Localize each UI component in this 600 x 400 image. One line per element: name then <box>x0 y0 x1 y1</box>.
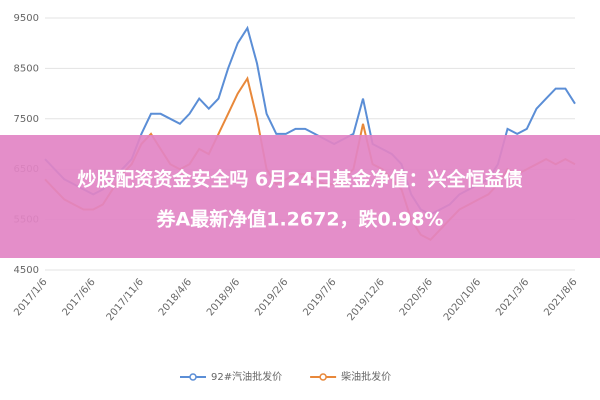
y-tick-label: 7500 <box>14 114 39 125</box>
legend-label: 柴油批发价 <box>341 370 391 383</box>
y-tick-label: 9500 <box>14 13 39 24</box>
x-tick-label: 2018/9/6 <box>205 277 242 318</box>
x-tick-label: 2018/4/6 <box>157 277 194 318</box>
legend-item: 柴油批发价 <box>310 370 391 383</box>
legend-marker <box>319 373 327 381</box>
x-tick-label: 2020/10/6 <box>442 277 483 323</box>
y-tick-label: 4500 <box>14 265 39 276</box>
y-tick-label: 8500 <box>14 63 39 74</box>
x-tick-label: 2019/7/6 <box>301 277 338 318</box>
x-tick-label: 2019/2/6 <box>253 277 290 318</box>
x-tick-label: 2019/12/6 <box>345 277 386 323</box>
legend-item: 92#汽油批发价 <box>180 370 282 383</box>
legend-marker <box>189 373 197 381</box>
x-tick-label: 2017/6/6 <box>60 277 97 318</box>
x-tick-label: 2017/11/6 <box>105 277 146 323</box>
banner <box>0 135 600 258</box>
x-tick-label: 2020/5/6 <box>398 277 435 318</box>
banner-text: 券A最新净值1.2672，跌0.98% <box>156 208 444 231</box>
legend-label: 92#汽油批发价 <box>211 370 282 383</box>
banner-text: 炒股配资资金安全吗 6月24日基金净值：兴全恒益债 <box>77 168 522 191</box>
x-tick-label: 2021/8/6 <box>542 277 579 318</box>
x-tick-label: 2017/1/6 <box>12 277 49 318</box>
x-tick-label: 2021/3/6 <box>494 277 531 318</box>
